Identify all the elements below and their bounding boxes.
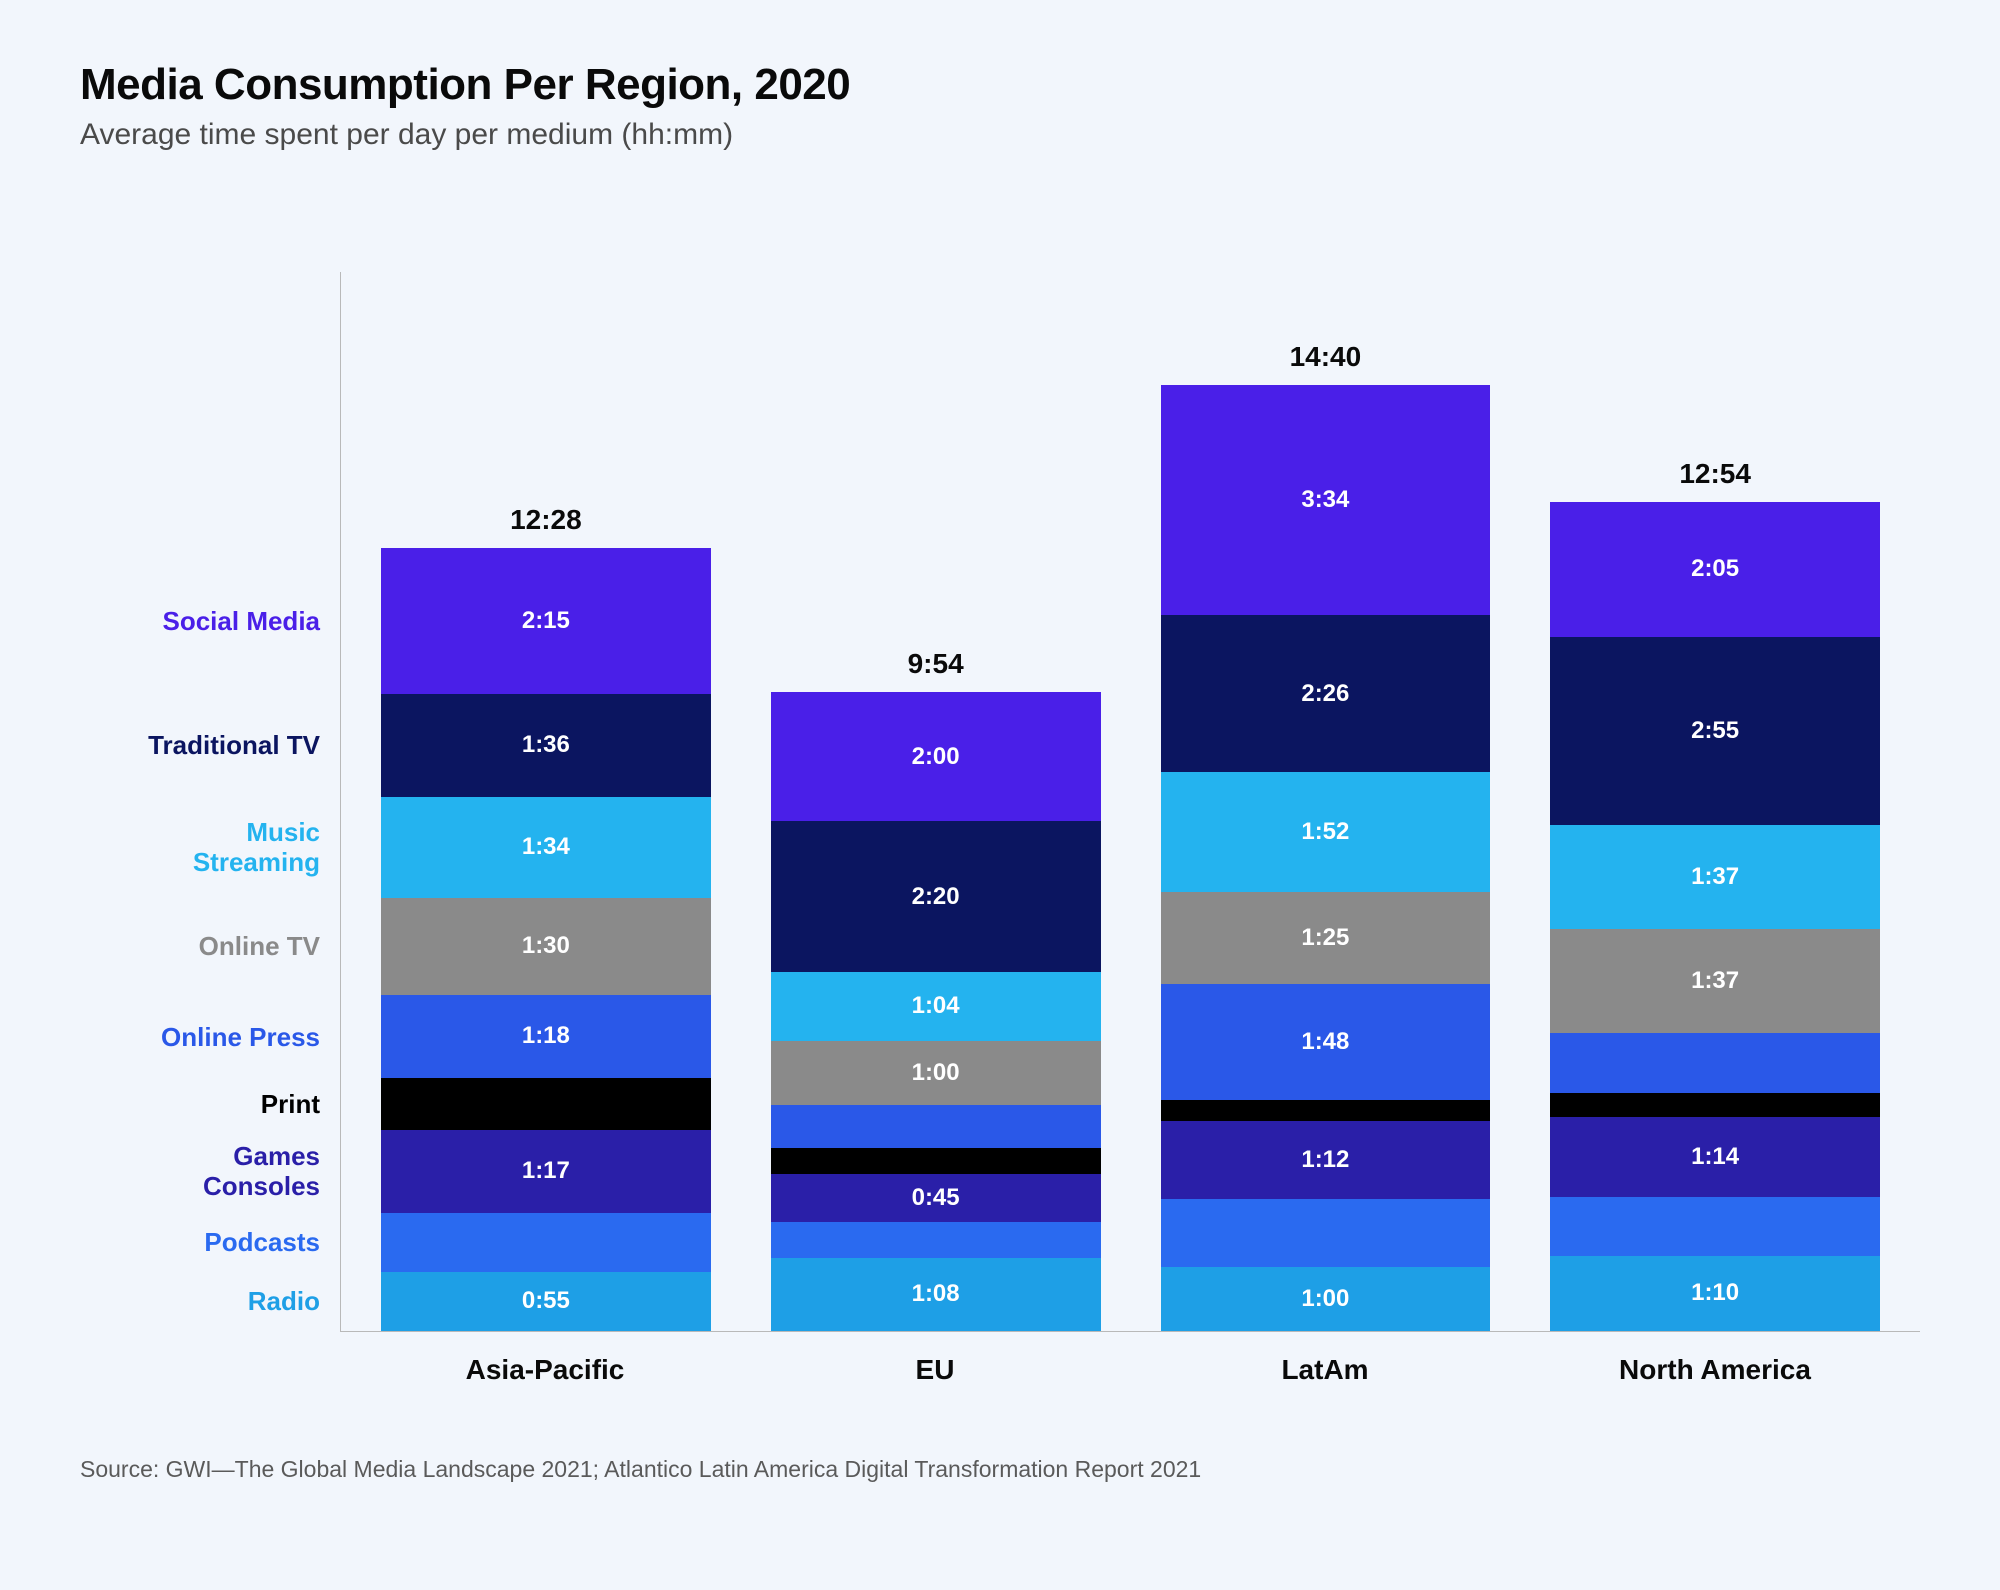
bar-total-label: 14:40 xyxy=(1290,341,1362,373)
stacked-bar: 1:00 1:12 1:481:251:522:263:34 xyxy=(1161,385,1491,1331)
bar-north-america: 12:541:101:141:371:372:552:05 xyxy=(1550,458,1880,1331)
bar-total-label: 12:54 xyxy=(1679,458,1751,490)
bar-total-label: 12:28 xyxy=(510,504,582,536)
segment-games: 1:17 xyxy=(381,1130,711,1213)
legend-print: Print xyxy=(261,1090,320,1120)
legend-trad_tv: Traditional TV xyxy=(148,731,320,761)
legend-music: Music Streaming xyxy=(193,818,320,878)
segment-online_press xyxy=(771,1105,1101,1148)
x-label: North America xyxy=(1550,1354,1880,1386)
segment-online_press: 1:18 xyxy=(381,995,711,1079)
legend-online_tv: Online TV xyxy=(199,932,320,962)
segment-games: 0:45 xyxy=(771,1174,1101,1222)
stacked-bar: 1:101:141:371:372:552:05 xyxy=(1550,502,1880,1331)
category-legend: Radio Podcasts Games Consoles Print Online P… xyxy=(80,272,340,1332)
bar-eu: 9:54 1:08 0:45 1:001:042:202:00 xyxy=(771,648,1101,1331)
chart-subtitle: Average time spent per day per medium (h… xyxy=(80,118,1920,152)
segment-podcasts xyxy=(1161,1199,1491,1267)
segment-music: 1:34 xyxy=(381,797,711,898)
bar-asia-pacific: 12:28 0:55 1:17 1:181:301:341:362:15 xyxy=(381,504,711,1331)
legend-podcasts: Podcasts xyxy=(204,1228,320,1258)
segment-print xyxy=(1161,1100,1491,1122)
segment-social: 2:00 xyxy=(771,692,1101,821)
segment-music: 1:52 xyxy=(1161,772,1491,892)
segment-podcasts xyxy=(381,1213,711,1272)
segment-online_press: 1:48 xyxy=(1161,984,1491,1100)
segment-online_tv: 1:00 xyxy=(771,1041,1101,1106)
segment-podcasts xyxy=(1550,1197,1880,1256)
segment-online_press xyxy=(1550,1033,1880,1093)
stacked-bar: 1:08 0:45 1:001:042:202:00 xyxy=(771,692,1101,1331)
segment-trad_tv: 2:55 xyxy=(1550,637,1880,825)
segment-online_tv: 1:37 xyxy=(1550,929,1880,1033)
legend-social: Social Media xyxy=(163,607,321,637)
x-label: Asia-Pacific xyxy=(380,1354,710,1386)
source-text: Source: GWI—The Global Media Landscape 2… xyxy=(80,1456,1920,1483)
segment-games: 1:14 xyxy=(1550,1117,1880,1197)
segment-games: 1:12 xyxy=(1161,1121,1491,1198)
stacked-bar: 0:55 1:17 1:181:301:341:362:15 xyxy=(381,548,711,1331)
chart-title: Media Consumption Per Region, 2020 xyxy=(80,60,1920,110)
segment-online_tv: 1:30 xyxy=(381,898,711,995)
segment-print xyxy=(1550,1093,1880,1117)
x-label: LatAm xyxy=(1160,1354,1490,1386)
legend-radio: Radio xyxy=(248,1287,320,1317)
segment-radio: 1:00 xyxy=(1161,1267,1491,1332)
plot-area: 12:28 0:55 1:17 1:181:301:341:362:15 9:54 1:0… xyxy=(340,272,1920,1332)
legend-games: Games Consoles xyxy=(203,1142,320,1202)
segment-social: 3:34 xyxy=(1161,385,1491,615)
segment-print xyxy=(771,1148,1101,1174)
segment-radio: 0:55 xyxy=(381,1272,711,1331)
segment-social: 2:15 xyxy=(381,548,711,693)
segment-radio: 1:10 xyxy=(1550,1256,1880,1331)
bar-latam: 14:40 1:00 1:12 1:481:251:522:263:34 xyxy=(1161,341,1491,1331)
segment-social: 2:05 xyxy=(1550,502,1880,636)
segment-music: 1:37 xyxy=(1550,825,1880,929)
segment-trad_tv: 1:36 xyxy=(381,694,711,797)
segment-online_tv: 1:25 xyxy=(1161,892,1491,983)
x-label: EU xyxy=(770,1354,1100,1386)
segment-music: 1:04 xyxy=(771,972,1101,1041)
segment-trad_tv: 2:26 xyxy=(1161,615,1491,772)
segment-print xyxy=(381,1078,711,1130)
chart-area: Radio Podcasts Games Consoles Print Online P… xyxy=(80,272,1920,1332)
legend-online_press: Online Press xyxy=(161,1023,320,1053)
bar-total-label: 9:54 xyxy=(908,648,964,680)
segment-trad_tv: 2:20 xyxy=(771,821,1101,972)
segment-podcasts xyxy=(771,1222,1101,1257)
segment-radio: 1:08 xyxy=(771,1258,1101,1331)
x-axis-labels: Asia-Pacific EU LatAm North America xyxy=(340,1354,1920,1386)
